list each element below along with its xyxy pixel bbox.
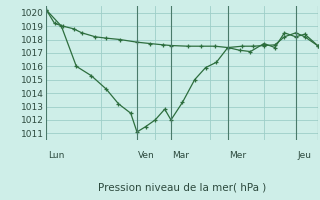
Text: Lun: Lun bbox=[48, 151, 64, 160]
Text: Ven: Ven bbox=[138, 151, 155, 160]
Text: Mar: Mar bbox=[172, 151, 189, 160]
Text: Mer: Mer bbox=[229, 151, 246, 160]
Text: Pression niveau de la mer( hPa ): Pression niveau de la mer( hPa ) bbox=[98, 183, 267, 193]
Text: Jeu: Jeu bbox=[297, 151, 311, 160]
